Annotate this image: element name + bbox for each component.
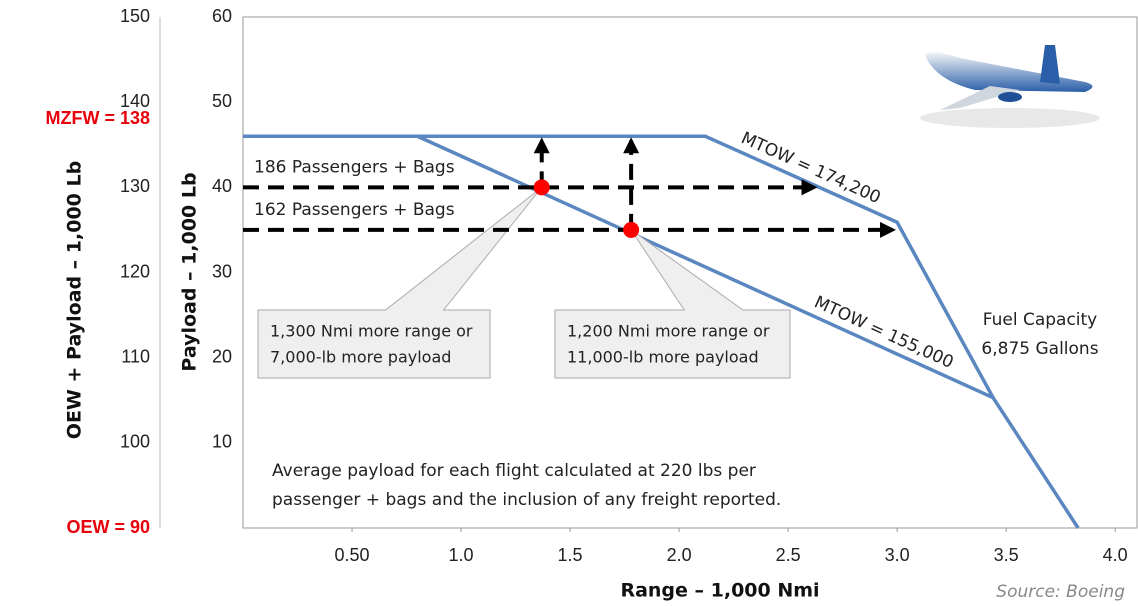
series-line — [416, 134, 994, 400]
y-tick-label: 20 — [212, 346, 232, 366]
point-label: 186 Passengers + Bags — [254, 157, 455, 177]
y2-tick-label: 140 — [120, 91, 150, 111]
y2-axis-title: OEW + Payload – 1,000 Lb — [64, 161, 86, 439]
note: passenger + bags and the inclusion of an… — [272, 490, 781, 510]
x-tick-label: 2.5 — [776, 545, 801, 565]
series-label: MTOW = 155,000 — [811, 292, 956, 372]
data-point — [623, 221, 640, 238]
callout-text: 1,200 Nmi more range or — [567, 322, 770, 341]
callout-box — [554, 229, 791, 379]
x-tick-label: 1.5 — [558, 545, 583, 565]
y2-tick-label: 120 — [120, 261, 150, 281]
fuel-note: Fuel Capacity — [983, 310, 1098, 330]
plot-frame — [242, 16, 1138, 529]
callout-box — [257, 186, 543, 379]
x-tick-label: 0.50 — [335, 545, 370, 565]
y2-marker-label: MZFW = 138 — [45, 108, 150, 128]
y2-marker-label: OEW = 90 — [66, 517, 150, 537]
x-tick-label: 1.0 — [449, 545, 474, 565]
point-label: 162 Passengers + Bags — [254, 200, 455, 220]
x-tick-label: 3.5 — [994, 545, 1019, 565]
callout-text: 7,000-lb more payload — [270, 348, 451, 367]
note: Average payload for each flight calculat… — [272, 461, 756, 481]
y-tick-label: 50 — [212, 91, 232, 111]
x-axis-title: Range – 1,000 Nmi — [620, 580, 819, 602]
y-tick-label: 40 — [212, 176, 232, 196]
series-line — [243, 134, 1080, 529]
fuel-note: 6,875 Gallons — [981, 339, 1098, 359]
y2-tick-label: 110 — [121, 346, 150, 366]
source: Source: Boeing — [996, 582, 1125, 602]
airplane-icon — [920, 45, 1100, 128]
y-axis-title: Payload – 1,000 Lb — [179, 172, 201, 371]
y2-tick-label: 150 — [120, 6, 150, 26]
callout-text: 11,000-lb more payload — [567, 348, 759, 367]
x-tick-label: 3.0 — [885, 545, 910, 565]
data-point — [533, 179, 550, 196]
y2-tick-label: 100 — [120, 432, 150, 452]
y-tick-label: 60 — [212, 6, 232, 26]
series-label: MTOW = 174,200 — [738, 128, 884, 208]
x-tick-label: 4.0 — [1103, 545, 1128, 565]
y-tick-label: 10 — [212, 432, 232, 452]
x-tick-label: 2.0 — [667, 545, 692, 565]
y2-tick-label: 130 — [120, 176, 150, 196]
callout-text: 1,300 Nmi more range or — [270, 322, 473, 341]
y-tick-label: 30 — [212, 261, 232, 281]
